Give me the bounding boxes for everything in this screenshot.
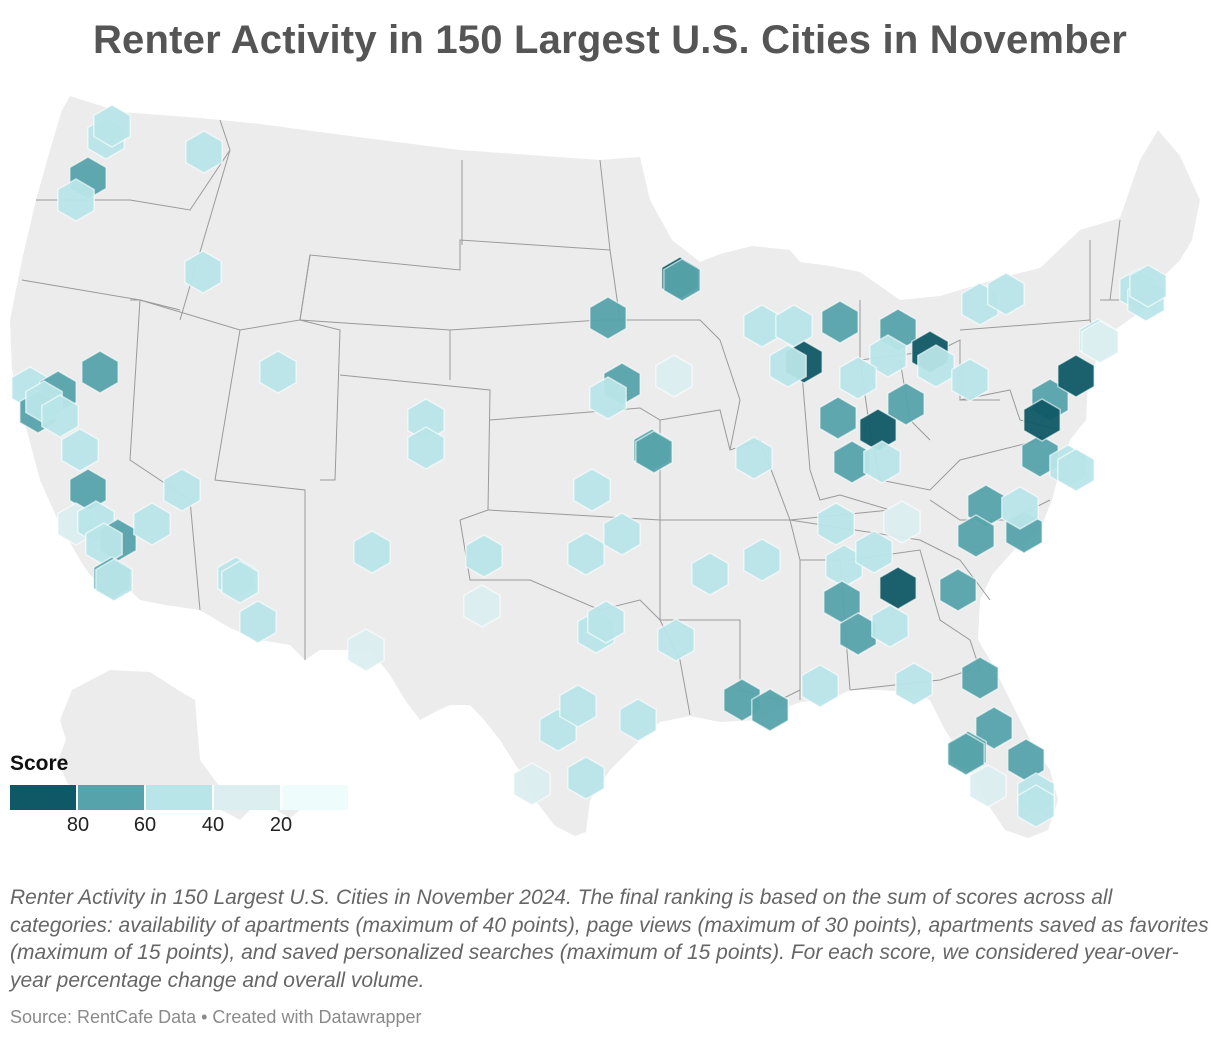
state-border <box>214 329 306 660</box>
state-border <box>879 439 1041 491</box>
city-hexagon[interactable] <box>801 664 839 708</box>
city-hexagon[interactable] <box>691 552 729 596</box>
us-hex-map <box>10 96 1200 838</box>
city-hexagon[interactable] <box>895 662 933 706</box>
legend-tick-label: 20 <box>269 814 293 836</box>
city-hexagon[interactable] <box>1081 320 1119 364</box>
city-hexagon[interactable] <box>573 468 611 512</box>
legend-color-bar <box>10 785 350 810</box>
city-hexagon[interactable] <box>821 300 859 344</box>
legend-swatch <box>78 785 146 810</box>
city-hexagon[interactable] <box>239 600 277 644</box>
legend-swatch <box>282 785 350 810</box>
legend-swatch <box>10 785 78 810</box>
legend-ticks: 80 60 40 20 <box>10 814 350 842</box>
city-hexagon[interactable] <box>1057 448 1095 492</box>
city-hexagon[interactable] <box>975 706 1013 750</box>
city-hexagon[interactable] <box>855 530 893 574</box>
legend-swatch <box>146 785 214 810</box>
legend-tick-label: 60 <box>133 814 157 836</box>
city-hexagon[interactable] <box>657 618 695 662</box>
city-hexagon[interactable] <box>751 688 789 732</box>
state-border <box>299 254 451 380</box>
city-hexagon[interactable] <box>743 538 781 582</box>
city-hexagon[interactable] <box>619 698 657 742</box>
state-border <box>759 439 801 700</box>
city-hexagon[interactable] <box>603 512 641 556</box>
city-hexagon[interactable] <box>81 350 119 394</box>
city-hexagons <box>11 104 1167 828</box>
city-hexagon[interactable] <box>465 534 503 578</box>
city-hexagon[interactable] <box>819 396 857 440</box>
chart-source: Source: RentCafe Data • Created with Dat… <box>10 1007 422 1027</box>
city-hexagon[interactable] <box>559 684 597 728</box>
city-hexagon[interactable] <box>947 732 985 776</box>
city-hexagon[interactable] <box>663 258 701 302</box>
city-hexagon[interactable] <box>407 426 445 470</box>
city-hexagon[interactable] <box>1057 354 1095 398</box>
state-border <box>1109 219 1121 301</box>
city-hexagon[interactable] <box>1001 486 1039 530</box>
state-border <box>849 549 981 671</box>
legend-title: Score <box>10 752 69 775</box>
state-border <box>799 349 841 501</box>
chart-notes: Renter Activity in 150 Largest U.S. Citi… <box>10 886 1209 992</box>
city-hexagon[interactable] <box>259 350 297 394</box>
city-hexagon[interactable] <box>185 130 223 174</box>
city-hexagon[interactable] <box>1023 398 1061 442</box>
city-hexagon[interactable] <box>221 560 259 604</box>
state-border <box>339 374 491 521</box>
city-hexagon[interactable] <box>589 296 627 340</box>
city-hexagon[interactable] <box>57 178 95 222</box>
state-border <box>839 494 891 511</box>
legend-tick-label: 40 <box>201 814 225 836</box>
city-hexagon[interactable] <box>969 764 1007 808</box>
city-hexagon[interactable] <box>587 600 625 644</box>
city-hexagon[interactable] <box>863 440 901 484</box>
city-hexagon[interactable] <box>347 628 385 672</box>
city-hexagon[interactable] <box>41 394 79 438</box>
city-hexagon[interactable] <box>917 344 955 388</box>
city-hexagon[interactable] <box>871 604 909 648</box>
city-hexagon[interactable] <box>513 762 551 806</box>
city-hexagon[interactable] <box>463 584 501 628</box>
city-hexagon[interactable] <box>95 558 133 602</box>
contiguous-us-land <box>10 96 1200 838</box>
city-hexagon[interactable] <box>353 530 391 574</box>
state-border <box>719 339 741 451</box>
state-border <box>129 299 201 611</box>
city-hexagon[interactable] <box>951 358 989 402</box>
city-hexagon[interactable] <box>735 436 773 480</box>
city-hexagon[interactable] <box>961 656 999 700</box>
city-hexagon[interactable] <box>883 500 921 544</box>
city-hexagon[interactable] <box>839 356 877 400</box>
city-hexagon[interactable] <box>869 334 907 378</box>
city-hexagon[interactable] <box>987 272 1025 316</box>
city-hexagon[interactable] <box>93 104 131 148</box>
chart-title: Renter Activity in 150 Largest U.S. Citi… <box>92 18 1128 62</box>
city-hexagon[interactable] <box>655 354 693 398</box>
city-hexagon[interactable] <box>567 756 605 800</box>
city-hexagon[interactable] <box>939 568 977 612</box>
city-hexagon[interactable] <box>769 344 807 388</box>
city-hexagon[interactable] <box>817 502 855 546</box>
city-hexagon[interactable] <box>1129 264 1167 308</box>
alaska-land <box>58 670 250 820</box>
city-hexagon[interactable] <box>957 514 995 558</box>
city-hexagon[interactable] <box>635 430 673 474</box>
legend-tick-label: 80 <box>66 814 90 836</box>
city-hexagon[interactable] <box>1017 784 1055 828</box>
state-border <box>299 319 341 481</box>
city-hexagon[interactable] <box>133 502 171 546</box>
state-border <box>849 669 971 691</box>
city-hexagon[interactable] <box>184 250 222 294</box>
city-hexagon[interactable] <box>589 376 627 420</box>
score-legend: Score 80 60 40 20 <box>10 752 350 842</box>
city-hexagon[interactable] <box>887 382 925 426</box>
legend-swatch <box>214 785 282 810</box>
city-hexagon[interactable] <box>163 468 201 512</box>
city-hexagon[interactable] <box>61 428 99 472</box>
